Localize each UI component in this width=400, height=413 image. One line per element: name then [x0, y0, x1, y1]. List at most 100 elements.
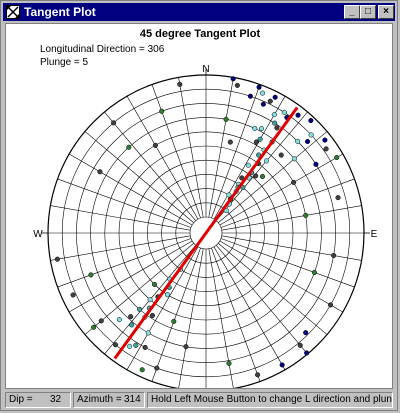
grid-spoke — [218, 243, 328, 335]
data-point — [272, 120, 278, 126]
data-point — [313, 161, 319, 167]
title-bar[interactable]: Tangent Plot _ □ × — [3, 3, 395, 21]
hint-text: Hold Left Mouse Button to change L direc… — [151, 394, 393, 405]
data-point — [274, 125, 280, 131]
plot-title: 45 degree Tangent Plot — [139, 28, 261, 40]
grid-spoke — [213, 246, 286, 370]
azimuth-pane: Azimuth = 314 — [73, 392, 145, 408]
data-point — [260, 101, 266, 107]
data-point — [247, 93, 253, 99]
data-point — [145, 330, 151, 336]
data-point — [129, 322, 135, 328]
data-point — [183, 344, 189, 350]
azimuth-value: 314 — [124, 394, 141, 405]
east-label: E — [371, 229, 378, 240]
data-point — [295, 112, 301, 118]
grid-spoke — [211, 84, 261, 219]
dip-pane: Dip = 32 — [5, 392, 71, 408]
data-point — [253, 139, 259, 145]
data-point — [267, 98, 273, 104]
data-point — [227, 139, 233, 145]
grid-spoke — [178, 77, 204, 218]
grid-spoke — [84, 131, 194, 223]
data-point — [259, 90, 266, 96]
data-point — [311, 269, 317, 276]
data-point — [226, 360, 232, 366]
data-point — [258, 126, 265, 132]
data-point — [98, 318, 104, 324]
longitudinal-direction-label: Longitudinal Direction = 306 — [40, 44, 165, 55]
grid-spoke — [216, 245, 308, 355]
data-point — [272, 94, 278, 100]
data-point — [327, 302, 334, 308]
maximize-button[interactable]: □ — [360, 5, 376, 19]
crossed-arrows-icon[interactable] — [6, 5, 20, 19]
dip-value: 32 — [50, 394, 62, 405]
grid-spoke — [219, 240, 343, 313]
data-point — [305, 138, 311, 145]
grid-spoke — [57, 238, 192, 288]
data-point — [297, 342, 303, 348]
compass-labels: N E W — [33, 64, 377, 240]
data-point — [149, 312, 155, 319]
data-point — [291, 156, 297, 162]
grid-spoke — [151, 84, 201, 219]
data-point — [334, 155, 340, 161]
west-label: W — [33, 229, 43, 240]
data-point — [331, 252, 337, 259]
data-point — [303, 212, 309, 218]
data-point — [111, 120, 117, 126]
data-point — [278, 152, 284, 158]
grid-spoke — [104, 111, 196, 221]
data-point — [323, 146, 329, 152]
grid-spoke — [151, 247, 201, 382]
data-point — [159, 108, 165, 114]
data-point — [279, 362, 285, 368]
data-point — [335, 195, 341, 201]
data-point — [127, 343, 133, 349]
data-point — [97, 169, 103, 175]
data-point — [322, 137, 328, 143]
data-point — [116, 317, 122, 323]
data-point — [263, 158, 270, 164]
window-title: Tangent Plot — [24, 5, 96, 19]
minimize-button[interactable]: _ — [344, 5, 360, 19]
grid-spoke — [208, 248, 234, 388]
grid-spoke — [221, 235, 362, 261]
plot-area[interactable]: 45 degree Tangent Plot Longitudinal Dire… — [5, 23, 393, 389]
grid-spoke — [126, 96, 199, 220]
data-point — [259, 173, 266, 180]
grid-spoke — [218, 131, 328, 223]
data-point — [256, 84, 262, 90]
stereonet-grid — [42, 69, 370, 388]
grid-spoke — [50, 205, 191, 231]
data-point — [151, 281, 158, 288]
data-point — [137, 306, 143, 312]
data-point — [257, 136, 263, 142]
data-point — [239, 175, 245, 181]
data-point — [253, 173, 259, 179]
data-point — [230, 76, 236, 82]
data-point — [252, 125, 258, 131]
grid-spoke — [126, 246, 199, 370]
data-point — [308, 118, 314, 124]
data-point — [147, 297, 153, 303]
grid-spoke — [57, 178, 192, 228]
grid-spoke — [220, 178, 355, 228]
grid-spoke — [219, 153, 343, 226]
data-point — [271, 112, 277, 118]
data-point — [54, 256, 60, 262]
azimuth-label: Azimuth = — [77, 394, 122, 405]
data-point — [171, 318, 177, 324]
data-point — [139, 367, 145, 373]
data-point — [126, 144, 132, 150]
close-button[interactable]: × — [378, 5, 394, 19]
status-bar: Dip = 32 Azimuth = 314 Hold Left Mouse B… — [5, 392, 393, 408]
data-point — [154, 365, 160, 371]
trend-line — [113, 106, 299, 360]
data-point — [70, 292, 76, 298]
data-point — [177, 81, 183, 87]
data-point — [226, 192, 232, 198]
stereonet-plot[interactable]: N E W — [6, 24, 392, 388]
data-point — [142, 344, 148, 350]
